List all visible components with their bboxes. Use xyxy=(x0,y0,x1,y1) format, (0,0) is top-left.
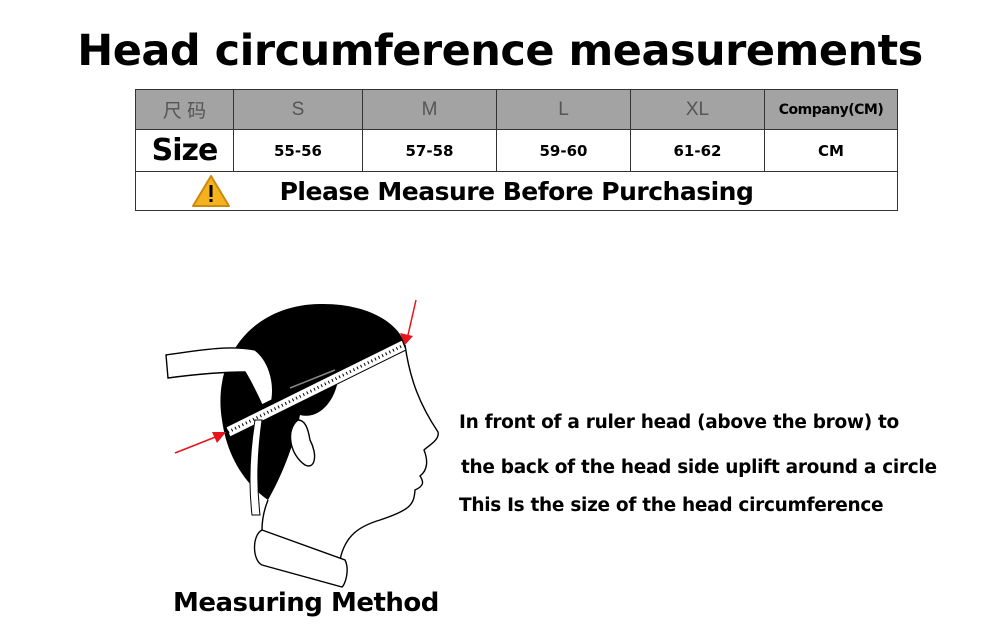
table-cell: 59-60 xyxy=(496,129,631,172)
table-header-row: 尺 码 S M L XL Company(CM) xyxy=(135,89,898,130)
page-title: Head circumference measurements xyxy=(77,26,923,76)
table-row: Size 55-56 57-58 59-60 61-62 CM xyxy=(135,129,898,172)
table-cell: 61-62 xyxy=(630,129,765,172)
table-cell: 57-58 xyxy=(362,129,497,172)
header-cell: S xyxy=(233,89,363,130)
header-cell: L xyxy=(496,89,631,130)
header-cell: 尺 码 xyxy=(135,89,234,130)
notice-cell: Please Measure Before Purchasing xyxy=(135,171,898,211)
notice-row: Please Measure Before Purchasing xyxy=(135,171,898,211)
header-cell: M xyxy=(362,89,497,130)
row-label: Size xyxy=(135,129,234,172)
table-cell: CM xyxy=(764,129,898,172)
header-cell: XL xyxy=(630,89,765,130)
illustration-caption: Measuring Method xyxy=(173,588,439,618)
size-chart-table: 尺 码 S M L XL Company(CM) Size 55-56 57-5… xyxy=(135,89,898,211)
warning-icon xyxy=(192,175,230,207)
table-cell: 55-56 xyxy=(233,129,363,172)
instruction-line: This Is the size of the head circumferen… xyxy=(459,495,884,516)
instruction-line: the back of the head side uplift around … xyxy=(461,457,937,478)
instruction-line: In front of a ruler head (above the brow… xyxy=(459,412,899,433)
notice-text: Please Measure Before Purchasing xyxy=(279,176,754,206)
